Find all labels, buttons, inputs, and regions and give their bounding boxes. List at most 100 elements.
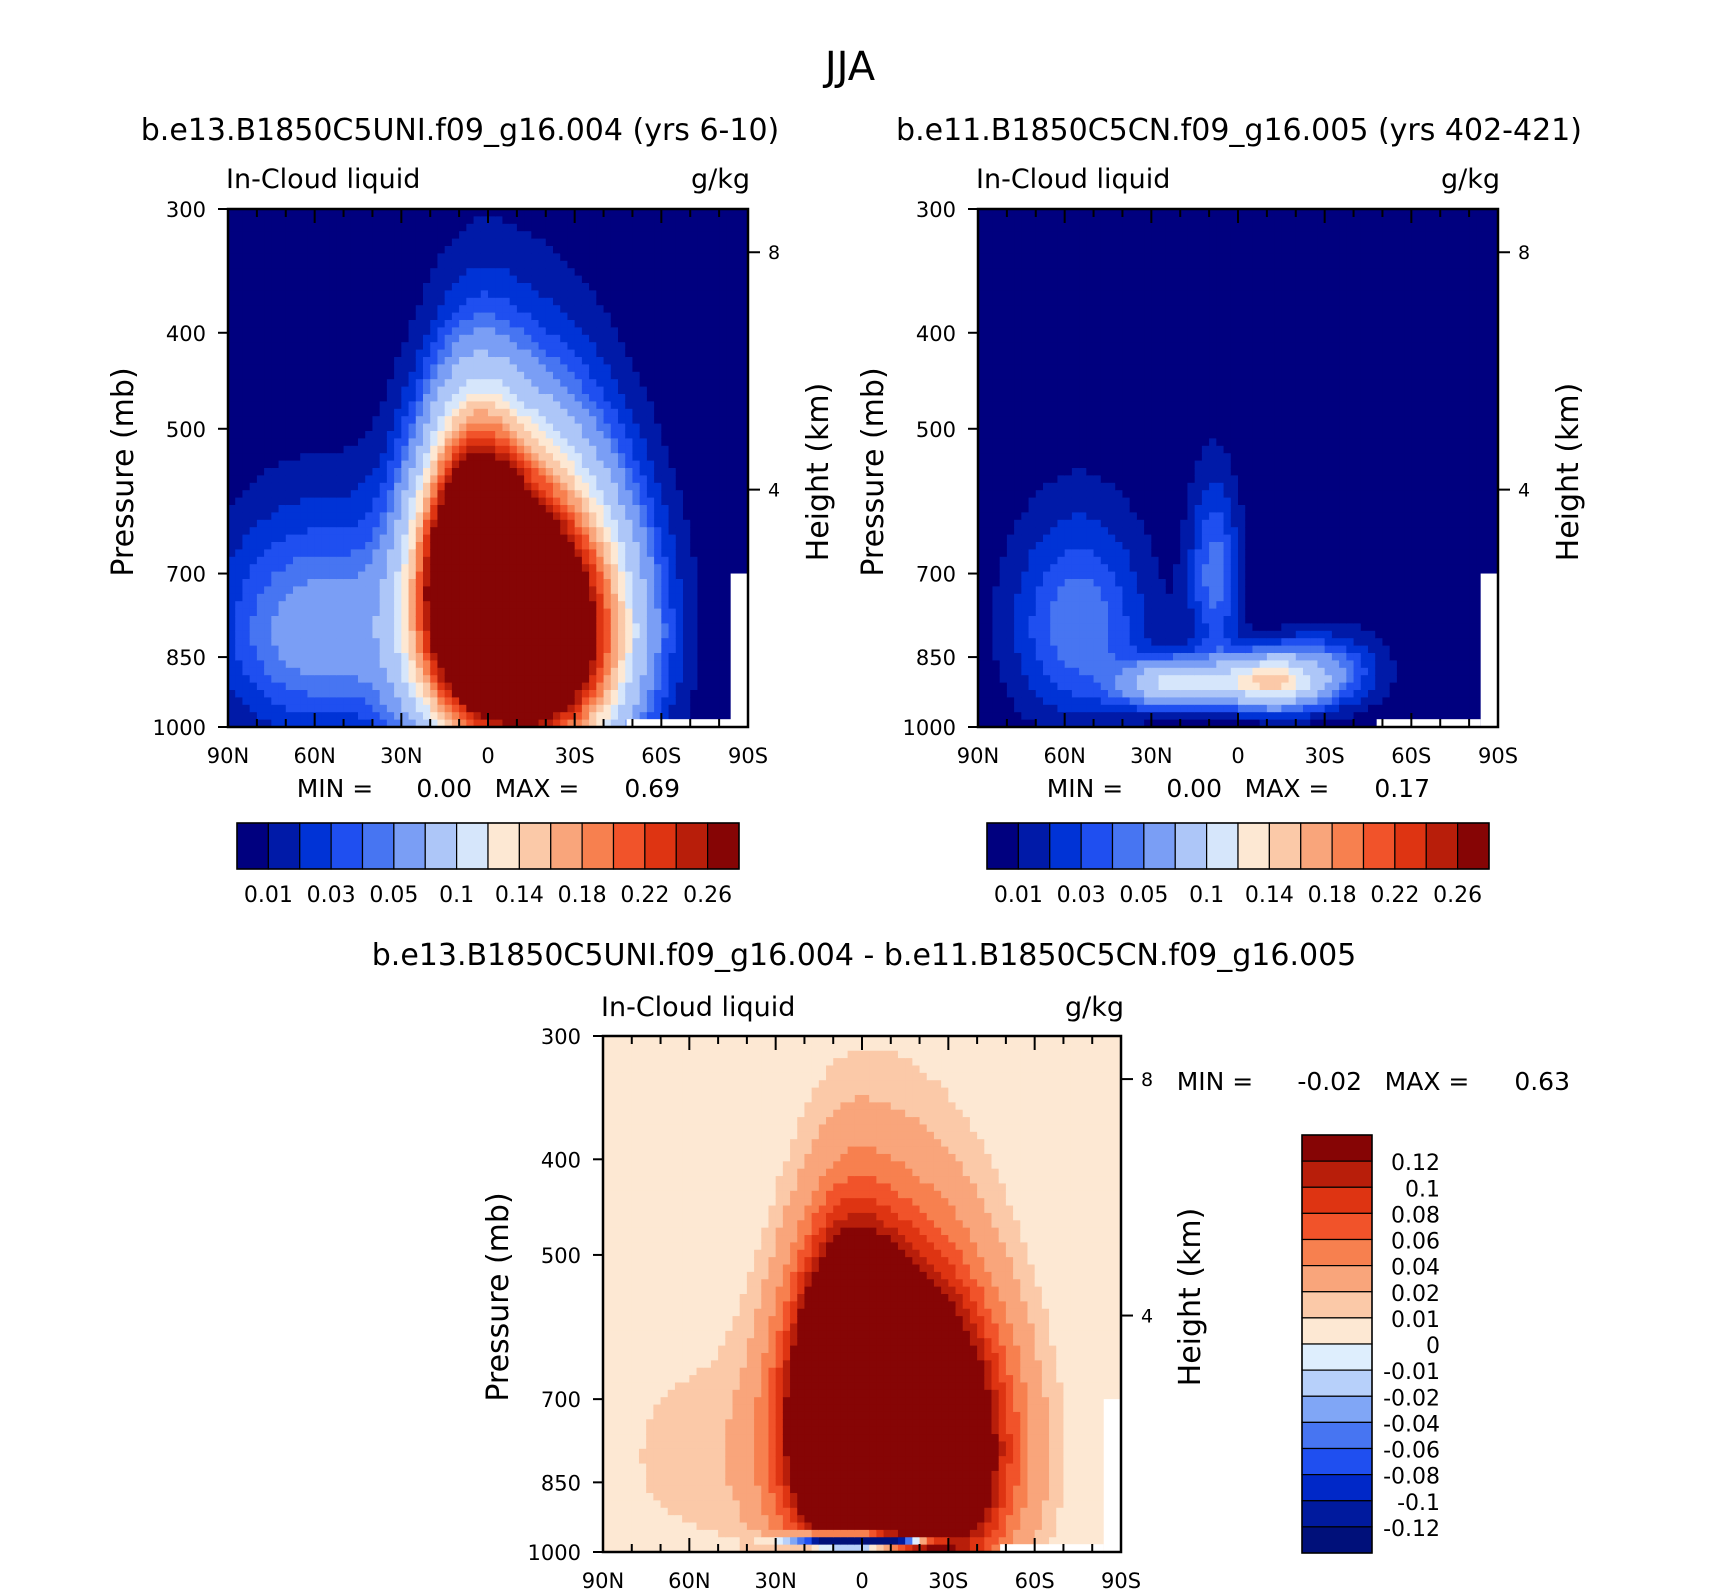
contour-cell bbox=[581, 505, 590, 513]
contour-cell bbox=[336, 268, 345, 277]
contour-cell bbox=[300, 342, 309, 351]
contour-cell bbox=[256, 519, 265, 528]
contour-cell bbox=[690, 297, 699, 306]
contour-cell bbox=[488, 379, 496, 388]
contour-cell bbox=[321, 394, 330, 402]
contour-cell bbox=[625, 564, 634, 573]
contour-cell bbox=[704, 401, 713, 410]
contour-cell bbox=[271, 231, 280, 240]
contour-cell bbox=[654, 253, 662, 262]
contour-cell bbox=[531, 246, 540, 254]
contour-cell bbox=[711, 394, 720, 402]
contour-cell bbox=[632, 371, 641, 380]
contour-cell bbox=[415, 431, 424, 439]
contour-cell bbox=[661, 534, 670, 543]
contour-cell bbox=[488, 704, 496, 713]
contour-cell bbox=[300, 682, 309, 691]
contour-cell bbox=[264, 431, 272, 439]
contour-cell bbox=[329, 608, 337, 617]
contour-cell bbox=[704, 475, 713, 484]
contour-cell bbox=[430, 556, 439, 565]
contour-cell bbox=[307, 475, 316, 484]
contour-cell bbox=[430, 564, 439, 573]
contour-cell bbox=[697, 246, 706, 254]
contour-cell bbox=[632, 320, 641, 328]
contour-cell bbox=[639, 320, 648, 328]
contour-cell bbox=[726, 475, 735, 484]
contour-cell bbox=[567, 431, 576, 439]
contour-cell bbox=[719, 209, 727, 217]
contour-cell bbox=[401, 401, 410, 410]
contour-cell bbox=[459, 675, 467, 684]
contour-cell bbox=[235, 305, 244, 314]
contour-cell bbox=[589, 364, 597, 373]
contour-cell bbox=[531, 719, 540, 727]
contour-cell bbox=[293, 505, 301, 513]
contour-cell bbox=[459, 371, 467, 380]
contour-cell bbox=[321, 505, 330, 513]
contour-cell bbox=[581, 371, 590, 380]
contour-cell bbox=[545, 697, 554, 706]
contour-cell bbox=[430, 283, 439, 291]
contour-cell bbox=[574, 357, 583, 365]
contour-cell bbox=[711, 260, 720, 269]
contour-cell bbox=[293, 490, 301, 499]
contour-cell bbox=[242, 260, 251, 269]
contour-cell bbox=[719, 697, 727, 706]
contour-cell bbox=[480, 275, 489, 284]
contour-cell bbox=[350, 675, 359, 684]
contour-cell bbox=[553, 586, 561, 595]
contour-cell bbox=[632, 556, 641, 565]
contour-cell bbox=[394, 601, 402, 610]
contour-cell bbox=[242, 223, 251, 232]
contour-cell bbox=[300, 408, 309, 417]
contour-cell bbox=[524, 601, 532, 610]
contour-cell bbox=[596, 371, 605, 380]
contour-cell bbox=[632, 394, 641, 402]
contour-cell bbox=[574, 431, 583, 439]
contour-cell bbox=[538, 519, 547, 528]
contour-cell bbox=[711, 312, 720, 321]
contour-cell bbox=[350, 571, 359, 580]
contour-cell bbox=[488, 468, 496, 476]
contour-cell bbox=[336, 283, 345, 291]
contour-cell bbox=[495, 260, 504, 269]
contour-cell bbox=[625, 349, 634, 358]
contour-cell bbox=[502, 357, 511, 365]
contour-cell bbox=[228, 593, 236, 602]
contour-cell bbox=[350, 719, 359, 727]
contour-cell bbox=[654, 246, 662, 254]
contour-cell bbox=[314, 297, 323, 306]
contour-cell bbox=[285, 682, 294, 691]
contour-cell bbox=[278, 334, 287, 343]
contour-cell bbox=[726, 645, 735, 654]
contour-cell bbox=[480, 586, 489, 595]
contour-cell bbox=[553, 667, 561, 676]
contour-cell bbox=[365, 364, 374, 373]
contour-cell bbox=[343, 320, 352, 328]
contour-cell bbox=[329, 275, 337, 284]
contour-cell bbox=[574, 453, 583, 462]
contour-cell bbox=[654, 542, 662, 550]
contour-cell bbox=[480, 386, 489, 395]
contour-cell bbox=[329, 571, 337, 580]
contour-cell bbox=[560, 556, 569, 565]
contour-cell bbox=[683, 638, 691, 647]
contour-cell bbox=[567, 527, 576, 536]
contour-cell bbox=[336, 712, 345, 721]
contour-cell bbox=[690, 534, 699, 543]
contour-cell bbox=[690, 283, 699, 291]
contour-cell bbox=[358, 305, 366, 314]
contour-cell bbox=[574, 608, 583, 617]
contour-cell bbox=[300, 394, 309, 402]
contour-cell bbox=[256, 431, 265, 439]
contour-cell bbox=[531, 527, 540, 536]
contour-cell bbox=[278, 223, 287, 232]
contour-cell bbox=[488, 475, 496, 484]
contour-cell bbox=[415, 660, 424, 669]
contour-cell bbox=[307, 209, 316, 217]
contour-cell bbox=[719, 505, 727, 513]
contour-cell bbox=[228, 505, 236, 513]
contour-cell bbox=[516, 564, 525, 573]
contour-cell bbox=[271, 682, 280, 691]
